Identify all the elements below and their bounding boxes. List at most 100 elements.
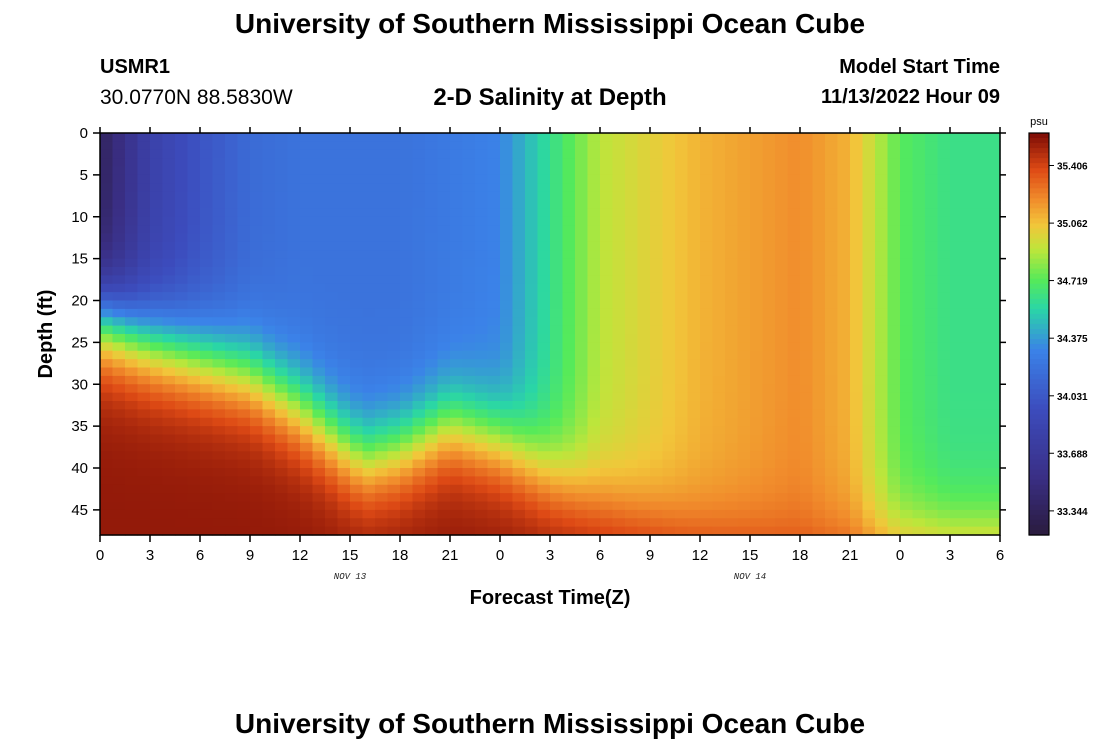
heatmap-cell	[775, 509, 789, 519]
heatmap-cell	[325, 417, 339, 427]
heatmap-cell	[337, 417, 351, 427]
heatmap-cell	[962, 275, 976, 285]
heatmap-cell	[687, 275, 701, 285]
heatmap-cell	[987, 493, 1001, 503]
colorbar-tick-label: 34.375	[1057, 334, 1088, 345]
heatmap-cell	[787, 166, 801, 176]
heatmap-cell	[912, 300, 926, 310]
heatmap-cell	[362, 384, 376, 394]
heatmap-cell	[737, 149, 751, 159]
heatmap-cell	[762, 250, 776, 260]
heatmap-cell	[487, 208, 501, 218]
heatmap-cell	[750, 350, 764, 360]
heatmap-cell	[362, 434, 376, 444]
heatmap-cell	[900, 149, 914, 159]
heatmap-cell	[862, 216, 876, 226]
heatmap-cell	[875, 325, 889, 335]
colorbar-segment	[1029, 344, 1049, 350]
heatmap-cell	[437, 158, 451, 168]
heatmap-cell	[112, 258, 126, 268]
heatmap-cell	[312, 375, 326, 385]
heatmap-cell	[212, 442, 226, 452]
heatmap-cell	[412, 141, 426, 151]
heatmap-cell	[450, 434, 464, 444]
heatmap-cell	[150, 325, 164, 335]
heatmap-cell	[312, 225, 326, 235]
heatmap-cell	[637, 200, 651, 209]
heatmap-cell	[800, 300, 814, 310]
colorbar-segment	[1029, 364, 1049, 370]
heatmap-cell	[387, 526, 401, 536]
heatmap-cell	[687, 409, 701, 419]
heatmap-cell	[900, 484, 914, 494]
heatmap-cell	[850, 501, 864, 511]
heatmap-cell	[962, 283, 976, 293]
heatmap-cell	[787, 275, 801, 285]
heatmap-cell	[600, 141, 614, 151]
heatmap-cell	[287, 158, 301, 168]
heatmap-cell	[762, 392, 776, 402]
heatmap-cell	[187, 325, 201, 335]
heatmap-cell	[937, 334, 951, 343]
heatmap-cell	[300, 409, 314, 419]
x-axis-label: Forecast Time(Z)	[470, 587, 631, 609]
heatmap-cell	[100, 392, 114, 402]
heatmap-cell	[950, 258, 964, 268]
heatmap-cell	[187, 250, 201, 260]
heatmap-cell	[837, 208, 851, 218]
heatmap-cell	[687, 250, 701, 260]
heatmap-cell	[175, 275, 189, 285]
heatmap-cell	[250, 392, 264, 402]
heatmap-cell	[825, 200, 839, 209]
heatmap-cell	[712, 141, 726, 151]
heatmap-cell	[850, 417, 864, 427]
heatmap-cell	[125, 292, 139, 302]
heatmap-cell	[850, 183, 864, 193]
heatmap-cell	[137, 300, 151, 310]
heatmap-cell	[550, 468, 564, 477]
heatmap-cell	[562, 342, 576, 352]
heatmap-cell	[150, 350, 164, 360]
heatmap-cell	[200, 292, 214, 302]
heatmap-cell	[325, 359, 339, 369]
heatmap-cell	[487, 484, 501, 494]
heatmap-cell	[925, 200, 939, 209]
heatmap-cell	[450, 493, 464, 503]
heatmap-cell	[912, 208, 926, 218]
heatmap-cell	[350, 509, 364, 519]
heatmap-cell	[550, 501, 564, 511]
date-label: NOV 14	[734, 572, 766, 582]
heatmap-cell	[737, 216, 751, 226]
heatmap-cell	[200, 275, 214, 285]
colorbar-segment	[1029, 268, 1049, 275]
heatmap-cell	[237, 401, 251, 410]
heatmap-cell	[337, 484, 351, 494]
heatmap-cell	[975, 300, 989, 310]
heatmap-cell	[725, 258, 739, 268]
heatmap-cell	[925, 325, 939, 335]
heatmap-cell	[125, 526, 139, 536]
heatmap-cell	[925, 166, 939, 176]
heatmap-cell	[275, 384, 289, 394]
heatmap-cell	[725, 468, 739, 477]
heatmap-cell	[225, 359, 239, 369]
colorbar-segment	[1029, 138, 1049, 144]
heatmap-cell	[775, 267, 789, 276]
heatmap-cell	[787, 334, 801, 343]
heatmap-cell	[275, 501, 289, 511]
heatmap-cell	[600, 468, 614, 477]
heatmap-cell	[725, 191, 739, 201]
heatmap-cell	[587, 459, 601, 469]
heatmap-cell	[662, 183, 676, 193]
heatmap-cell	[225, 509, 239, 519]
heatmap-cell	[262, 241, 276, 251]
heatmap-cell	[837, 267, 851, 276]
heatmap-cell	[875, 384, 889, 394]
heatmap-cell	[387, 225, 401, 235]
colorbar-frame	[1028, 132, 1050, 536]
heatmap-cell	[875, 300, 889, 310]
heatmap-cell	[662, 384, 676, 394]
heatmap-cell	[425, 476, 439, 486]
heatmap-cell	[612, 166, 626, 176]
heatmap-cell	[962, 158, 976, 168]
